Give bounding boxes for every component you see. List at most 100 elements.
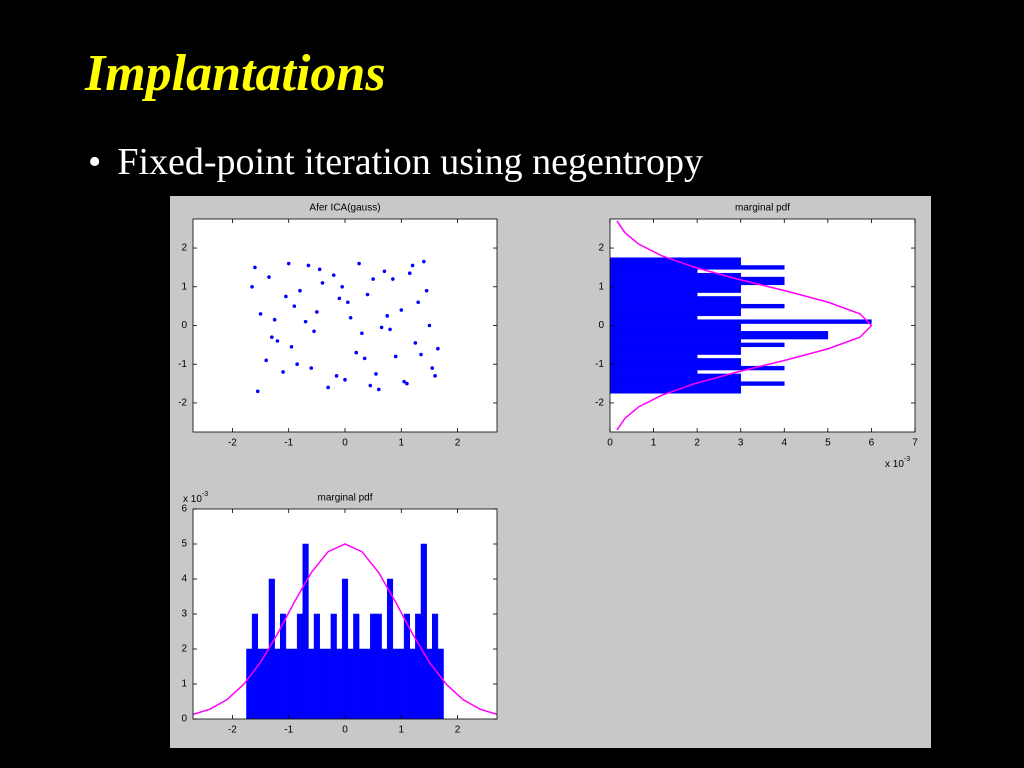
scatter-point [295,362,299,367]
scatter-point [419,352,423,357]
scatter-point [346,300,350,305]
histogram-bar [610,307,741,313]
scatter-point [334,374,339,378]
x-tick-label: 0 [342,725,348,736]
histogram-bar [403,613,410,719]
histogram-bar [610,261,741,266]
scatter-point [270,335,274,339]
scatter-point [315,310,319,314]
scatter-point [407,271,412,276]
slide-title: Implantations [85,45,386,102]
chart-title: Afer ICA(gauss) [309,203,380,214]
y-tick-label: -1 [595,359,604,370]
histogram-bar [610,296,741,301]
histogram-bar [296,613,304,719]
histogram-bar [325,648,332,719]
pdf-curve [193,543,497,716]
multiplier-exponent: -3 [904,456,910,463]
scatter-point [306,263,311,268]
histogram-bar [610,276,785,282]
x-tick-label: -1 [284,438,293,449]
scatter-point [317,267,322,272]
scatter-point [357,261,361,266]
histogram-bar [610,292,698,297]
x-tick-label: 1 [651,438,657,449]
histogram-bar [370,613,377,719]
histogram-bar [336,648,343,719]
histogram-bar [610,323,741,328]
y-tick-label: 3 [181,609,187,620]
scatter-point [402,379,406,384]
x-tick-label: 0 [607,438,613,449]
scatter-point [326,385,330,390]
y-tick-label: 5 [181,539,187,550]
scatter-point [312,329,316,334]
histogram-bar [347,648,354,719]
histogram-bar [386,578,394,719]
histogram-bar [610,288,741,293]
x-tick-label: 6 [869,438,875,449]
scatter-point [379,325,384,330]
scatter-point [298,288,302,293]
histogram-bar [313,613,320,719]
plot-marks [610,220,873,431]
pdf-curve [616,220,873,431]
x-tick-label: 0 [342,438,348,449]
histogram-bar [392,648,399,719]
chart-title: marginal pdf [735,203,790,214]
y-tick-label: -1 [178,359,187,370]
scatter-point [348,315,353,320]
plot-area [193,219,497,432]
histogram-bar [610,315,698,320]
bullet-text: Fixed-point iteration using negentropy [117,141,704,183]
scatter-point [272,317,277,322]
histogram-bar [610,350,741,355]
scatter-point [371,277,375,281]
x-tick-label: 1 [399,725,405,736]
y-tick-label: -2 [595,398,604,409]
histogram-bar [610,300,741,305]
scatter-point [399,308,404,312]
histogram-bar [274,648,281,719]
scatter-point [405,381,409,386]
histogram-bar [246,648,253,719]
y-tick-label: 0 [181,320,187,331]
histogram-bar [353,613,360,719]
scatter-point [391,277,395,281]
histogram-bar [330,613,337,719]
scatter-point [250,284,254,289]
histogram-bar [341,578,349,719]
multiplier-base: x 10 [183,494,202,505]
histogram-bar [319,648,326,719]
scatter-point [433,374,437,378]
x-tick-label: 5 [825,438,831,449]
histogram-bar [375,613,382,719]
histogram-bar [302,543,309,719]
scatter-point [281,370,285,374]
histogram-bar [610,269,698,274]
histogram-bar [610,385,741,390]
y-tick-label: 2 [181,243,187,254]
scatter-point [303,319,308,324]
histogram-bar [610,354,698,359]
scatter-point [337,296,342,301]
scatter-point [416,300,420,305]
y-tick-label: 6 [181,504,187,515]
y-tick-label: 0 [181,714,187,725]
scatter-point [393,354,398,359]
histogram-bar [610,257,741,262]
scatter-point [253,265,257,270]
y-tick-label: 4 [181,574,187,585]
histogram-bar [358,648,365,719]
scatter-point [430,366,435,370]
histogram-bar [610,311,741,317]
scatter-point [368,383,373,388]
histogram-bar [364,648,371,719]
histogram-bar [610,338,741,344]
histogram-bar [610,362,741,367]
y-tick-label: 0 [598,320,604,331]
histogram-bar [308,648,315,719]
histogram-bar [610,346,741,351]
